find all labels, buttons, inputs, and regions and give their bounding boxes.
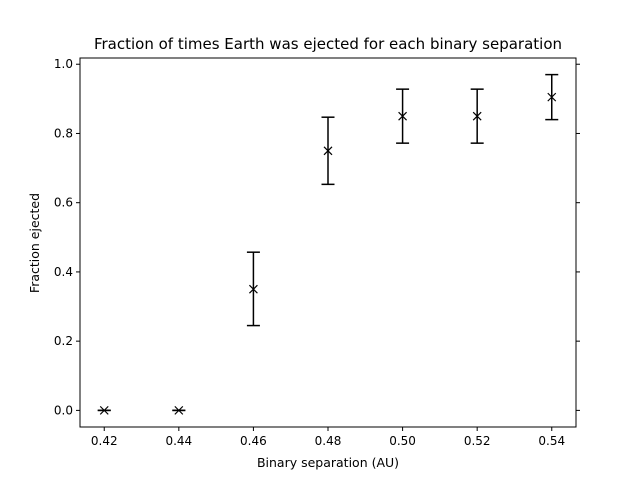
y-tick-label: 0.6 (54, 196, 73, 210)
x-tick-label: 0.50 (389, 434, 416, 448)
chart-title: Fraction of times Earth was ejected for … (94, 35, 562, 53)
x-marker (248, 284, 258, 294)
y-tick-label: 0.8 (54, 126, 73, 140)
data-series (97, 73, 559, 415)
data-point (545, 73, 559, 121)
x-tick-label: 0.44 (165, 434, 192, 448)
y-tick-label: 0.2 (54, 334, 73, 348)
x-tick-label: 0.54 (538, 434, 565, 448)
y-tick-label: 1.0 (54, 57, 73, 71)
data-point (396, 88, 410, 144)
x-marker (323, 146, 333, 156)
data-point (246, 251, 260, 327)
data-point (321, 116, 335, 186)
x-axis-label: Binary separation (AU) (257, 455, 399, 470)
x-marker (398, 111, 408, 121)
x-marker (547, 92, 557, 102)
y-axis: 0.0 0.2 0.4 0.6 0.8 1.0 (54, 57, 580, 417)
plot-frame (79, 57, 577, 428)
x-marker (472, 111, 482, 121)
y-axis-label: Fraction ejected (27, 193, 42, 293)
x-marker (99, 405, 109, 415)
data-point (470, 88, 484, 144)
x-tick-label: 0.48 (315, 434, 342, 448)
y-tick-label: 0.4 (54, 265, 73, 279)
x-tick-label: 0.46 (240, 434, 267, 448)
x-tick-label: 0.42 (91, 434, 118, 448)
data-point (97, 405, 111, 415)
y-tick-label: 0.0 (54, 403, 73, 417)
plot-area (80, 58, 576, 427)
data-point (172, 405, 186, 415)
x-axis: 0.42 0.44 0.46 0.48 0.50 0.52 0.54 (91, 427, 565, 448)
x-marker (174, 405, 184, 415)
x-tick-label: 0.52 (464, 434, 491, 448)
